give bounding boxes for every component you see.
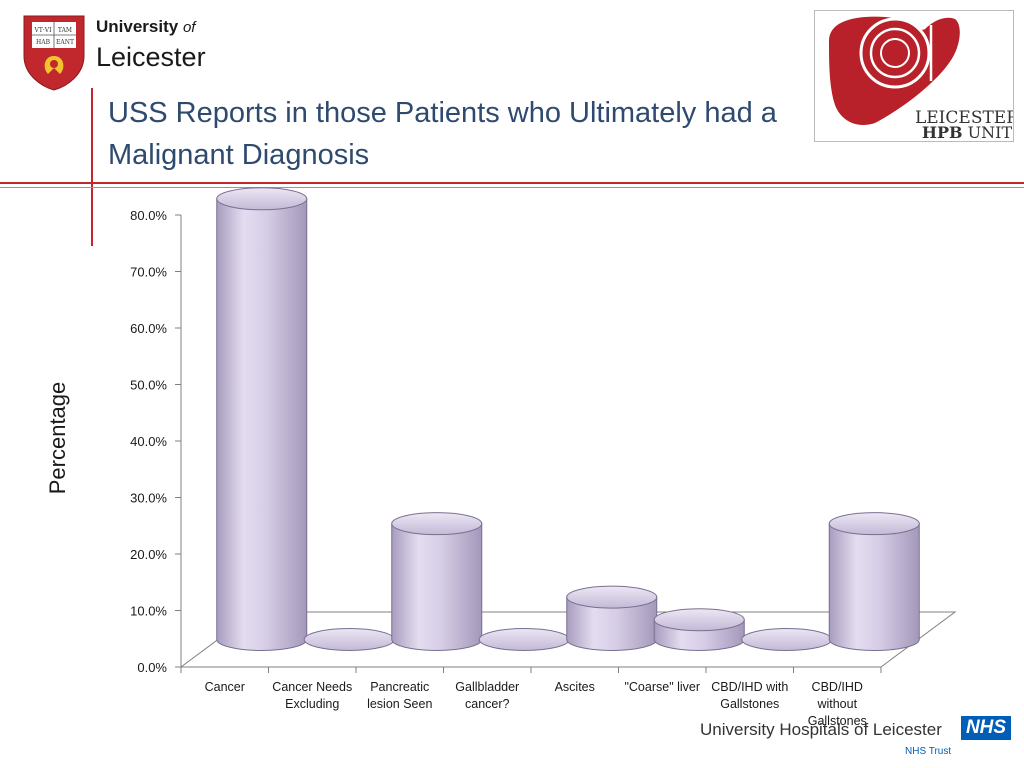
bar-body xyxy=(828,523,920,651)
bar-cylinder xyxy=(303,628,395,651)
vertical-accent-line xyxy=(91,88,93,246)
y-tick-label: 70.0% xyxy=(130,265,167,280)
y-tick-label: 30.0% xyxy=(130,491,167,506)
bar-cap xyxy=(653,608,745,632)
y-tick-label: 20.0% xyxy=(130,547,167,562)
hpb-logo-line2: HPB UNIT xyxy=(922,123,1013,142)
bar-cap xyxy=(566,585,658,609)
university-line2: Leicester xyxy=(96,42,206,72)
bar-cylinder xyxy=(391,512,483,651)
horizontal-accent-line-thin xyxy=(0,187,1024,188)
y-tick-label: 80.0% xyxy=(130,208,167,223)
y-tick-label: 40.0% xyxy=(130,434,167,449)
x-tick-label: Pancreatic lesion Seen xyxy=(367,680,432,711)
hpb-unit-logo: LEICESTER HPB UNIT xyxy=(814,10,1014,142)
x-tick-label: CBD/IHD without Gallstones xyxy=(808,680,867,728)
y-tick-label: 10.0% xyxy=(130,604,167,619)
crest-motto-3: HAB xyxy=(36,39,51,46)
crest-motto-4: EANT xyxy=(56,39,74,46)
horizontal-accent-line xyxy=(0,182,1024,184)
bar-cap xyxy=(478,628,570,651)
bar-cap xyxy=(828,512,920,536)
bar-cap xyxy=(741,628,833,651)
y-tick-label: 50.0% xyxy=(130,378,167,393)
bar-cap xyxy=(216,187,308,211)
hpb-logo-line1: LEICESTER xyxy=(915,108,1014,128)
x-tick-label: Cancer Needs Excluding xyxy=(272,680,352,711)
x-tick-label: CBD/IHD with Gallstones xyxy=(711,680,788,711)
bar-cylinder xyxy=(653,608,745,651)
bar-cap xyxy=(303,628,395,651)
nhs-logo: NHS xyxy=(961,716,1011,740)
bar-cylinder xyxy=(566,585,658,651)
y-tick-label: 0.0% xyxy=(137,660,167,675)
x-tick-label: Gallbladder cancer? xyxy=(455,680,519,711)
hospital-name: University Hospitals of Leicester xyxy=(700,720,942,739)
crest-motto-2: TAM xyxy=(58,27,72,34)
x-tick-label: Ascites xyxy=(555,680,595,694)
bar-body xyxy=(216,198,308,651)
crest-motto-1: VT·VI xyxy=(34,27,53,34)
x-tick-label: Cancer xyxy=(205,680,245,694)
bar-cylinder xyxy=(741,628,833,651)
x-tick-label: "Coarse" liver xyxy=(624,680,700,694)
bar-cap xyxy=(391,512,483,536)
university-line1: University of xyxy=(96,17,196,36)
bar-cylinder xyxy=(216,187,308,651)
slide-title: USS Reports in those Patients who Ultima… xyxy=(108,97,777,171)
bar-body xyxy=(391,523,483,651)
nhs-trust-label: NHS Trust xyxy=(905,746,952,757)
university-wordmark: University of Leicester xyxy=(96,16,206,73)
university-crest-logo: VT·VI TAM HAB EANT xyxy=(23,15,85,91)
bar-cylinder xyxy=(828,512,920,651)
bar-cylinder xyxy=(478,628,570,651)
y-tick-label: 60.0% xyxy=(130,321,167,336)
